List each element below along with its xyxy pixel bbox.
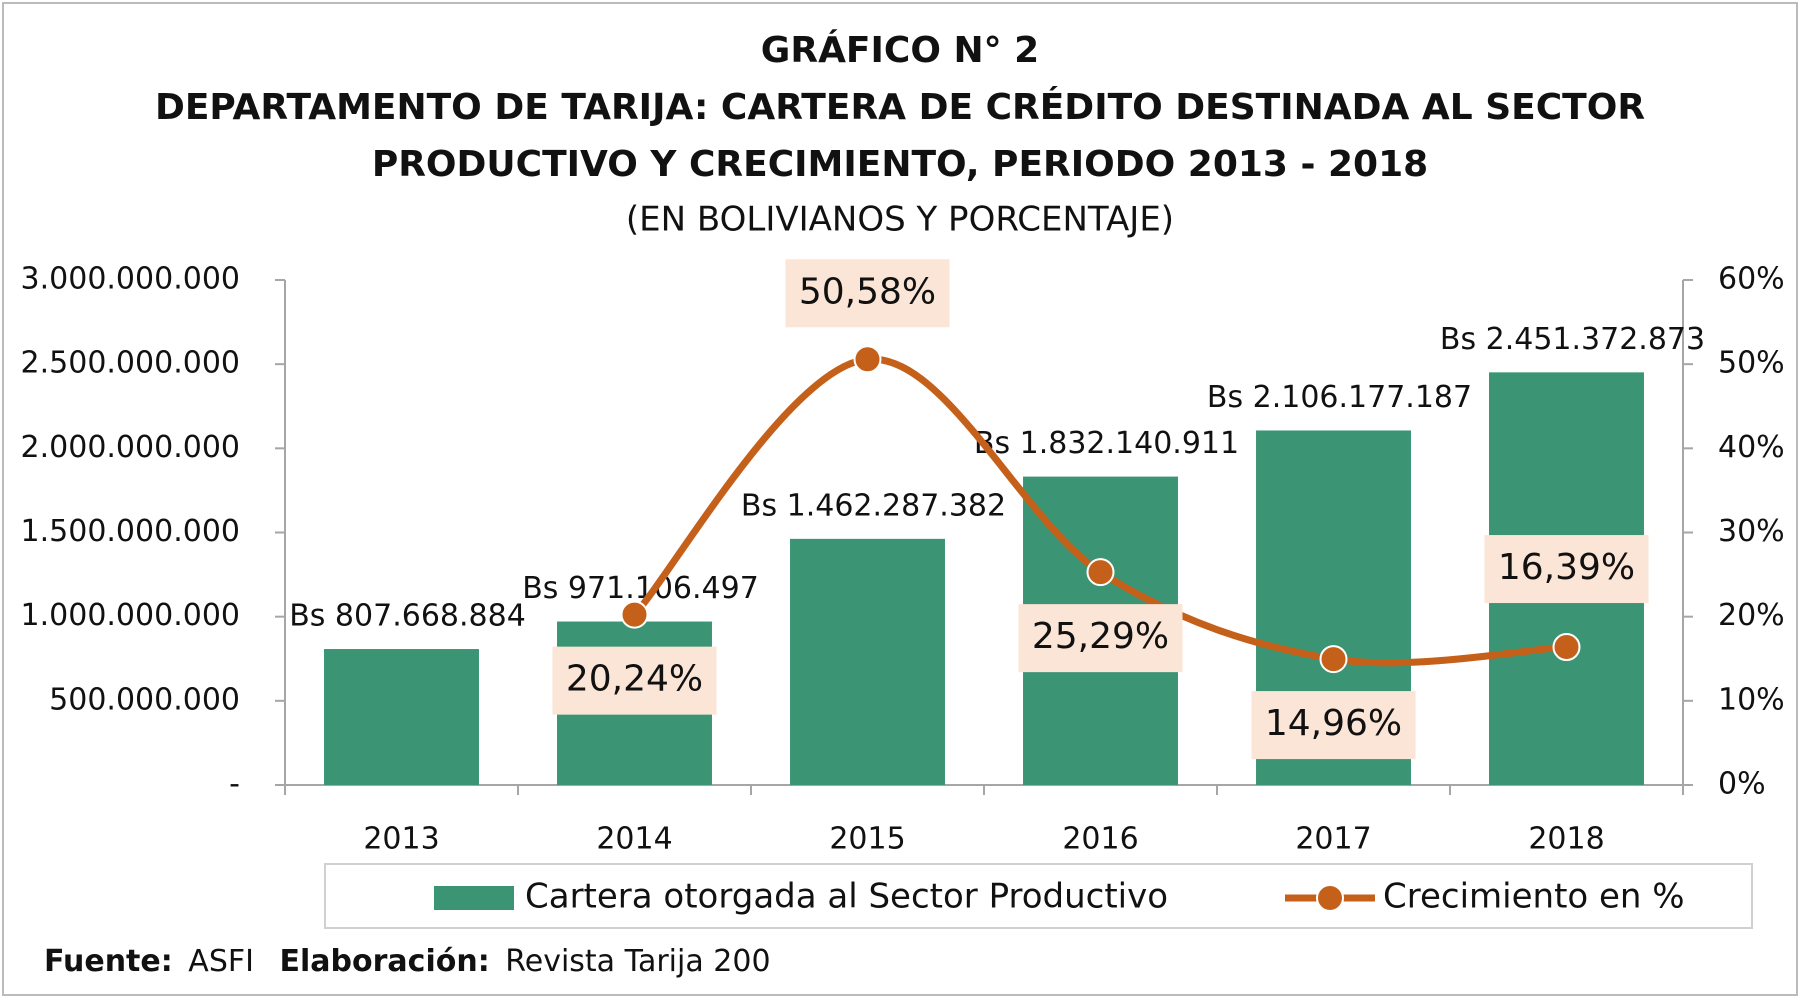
- chart-title: PRODUCTIVO Y CRECIMIENTO, PERIODO 2013 -…: [372, 144, 1428, 185]
- line-value-label: 25,29%: [1032, 616, 1169, 657]
- y-tick-label: 500.000.000: [49, 682, 240, 717]
- line: [631, 355, 1567, 667]
- line-value-label: 14,96%: [1265, 703, 1402, 744]
- line-point: [1552, 633, 1581, 662]
- y2-tick-label: 40%: [1718, 430, 1785, 465]
- bar-value-label: Bs 2.106.177.187: [1207, 380, 1472, 415]
- y-tick-label: 1.500.000.000: [21, 514, 240, 549]
- bar-value-label: Bs 971.106.497: [522, 571, 759, 606]
- elaboration-text: Revista Tarija 200: [505, 944, 770, 979]
- elaboration-label: Elaboración:: [280, 944, 490, 979]
- line-value-label: 16,39%: [1498, 547, 1635, 588]
- label-box: [1018, 604, 1183, 673]
- chart-title: GRÁFICO N° 2: [761, 29, 1039, 71]
- legend-marker: [1316, 884, 1344, 912]
- y-tick-label: 2.500.000.000: [21, 346, 240, 381]
- y-tick-label: -: [229, 767, 240, 802]
- legend-label: Cartera otorgada al Sector Productivo: [525, 877, 1168, 917]
- x-tick-label: 2013: [363, 822, 439, 857]
- bar-value-label: Bs 1.832.140.911: [974, 426, 1239, 461]
- label-box: [1251, 691, 1416, 760]
- y2-tick-label: 0%: [1718, 767, 1766, 802]
- footer: Fuente: ASFI Elaboración: Revista Tarija…: [44, 944, 771, 979]
- line-point: [620, 600, 649, 629]
- bar: [324, 649, 479, 785]
- y2-tick-label: 30%: [1718, 514, 1785, 549]
- bar-value-label: Bs 2.451.372.873: [1440, 322, 1705, 357]
- y-tick-label: 2.000.000.000: [21, 430, 240, 465]
- bar: [790, 538, 945, 785]
- legend-box: [324, 863, 1753, 929]
- line-point: [1086, 558, 1115, 587]
- label-box: [785, 259, 950, 328]
- y-tick-label: 1.000.000.000: [21, 598, 240, 633]
- line-value-label: 20,24%: [566, 659, 703, 700]
- chart-subtitle: (EN BOLIVIANOS Y PORCENTAJE): [626, 200, 1174, 240]
- x-tick-label: 2014: [596, 822, 672, 857]
- label-box: [1484, 535, 1649, 604]
- source-label: Fuente:: [44, 944, 173, 979]
- line-point: [1319, 645, 1348, 674]
- x-tick-label: 2015: [829, 822, 905, 857]
- bar-value-label: Bs 1.462.287.382: [741, 488, 1006, 523]
- x-tick-label: 2017: [1295, 822, 1371, 857]
- legend-swatch: [434, 886, 514, 910]
- y-tick-label: 3.000.000.000: [21, 262, 240, 297]
- y2-tick-label: 50%: [1718, 346, 1785, 381]
- x-tick-label: 2016: [1062, 822, 1138, 857]
- x-tick-label: 2018: [1528, 822, 1604, 857]
- label-box: [552, 646, 717, 715]
- legend-label: Crecimiento en %: [1383, 877, 1685, 917]
- source-text: ASFI: [188, 944, 254, 979]
- y2-tick-label: 60%: [1718, 262, 1785, 297]
- y2-tick-label: 20%: [1718, 598, 1785, 633]
- line-point: [853, 345, 882, 374]
- bar-value-label: Bs 807.668.884: [289, 599, 526, 634]
- chart-title: DEPARTAMENTO DE TARIJA: CARTERA DE CRÉDI…: [155, 86, 1645, 128]
- line-value-label: 50,58%: [799, 271, 936, 312]
- y2-tick-label: 10%: [1718, 682, 1785, 717]
